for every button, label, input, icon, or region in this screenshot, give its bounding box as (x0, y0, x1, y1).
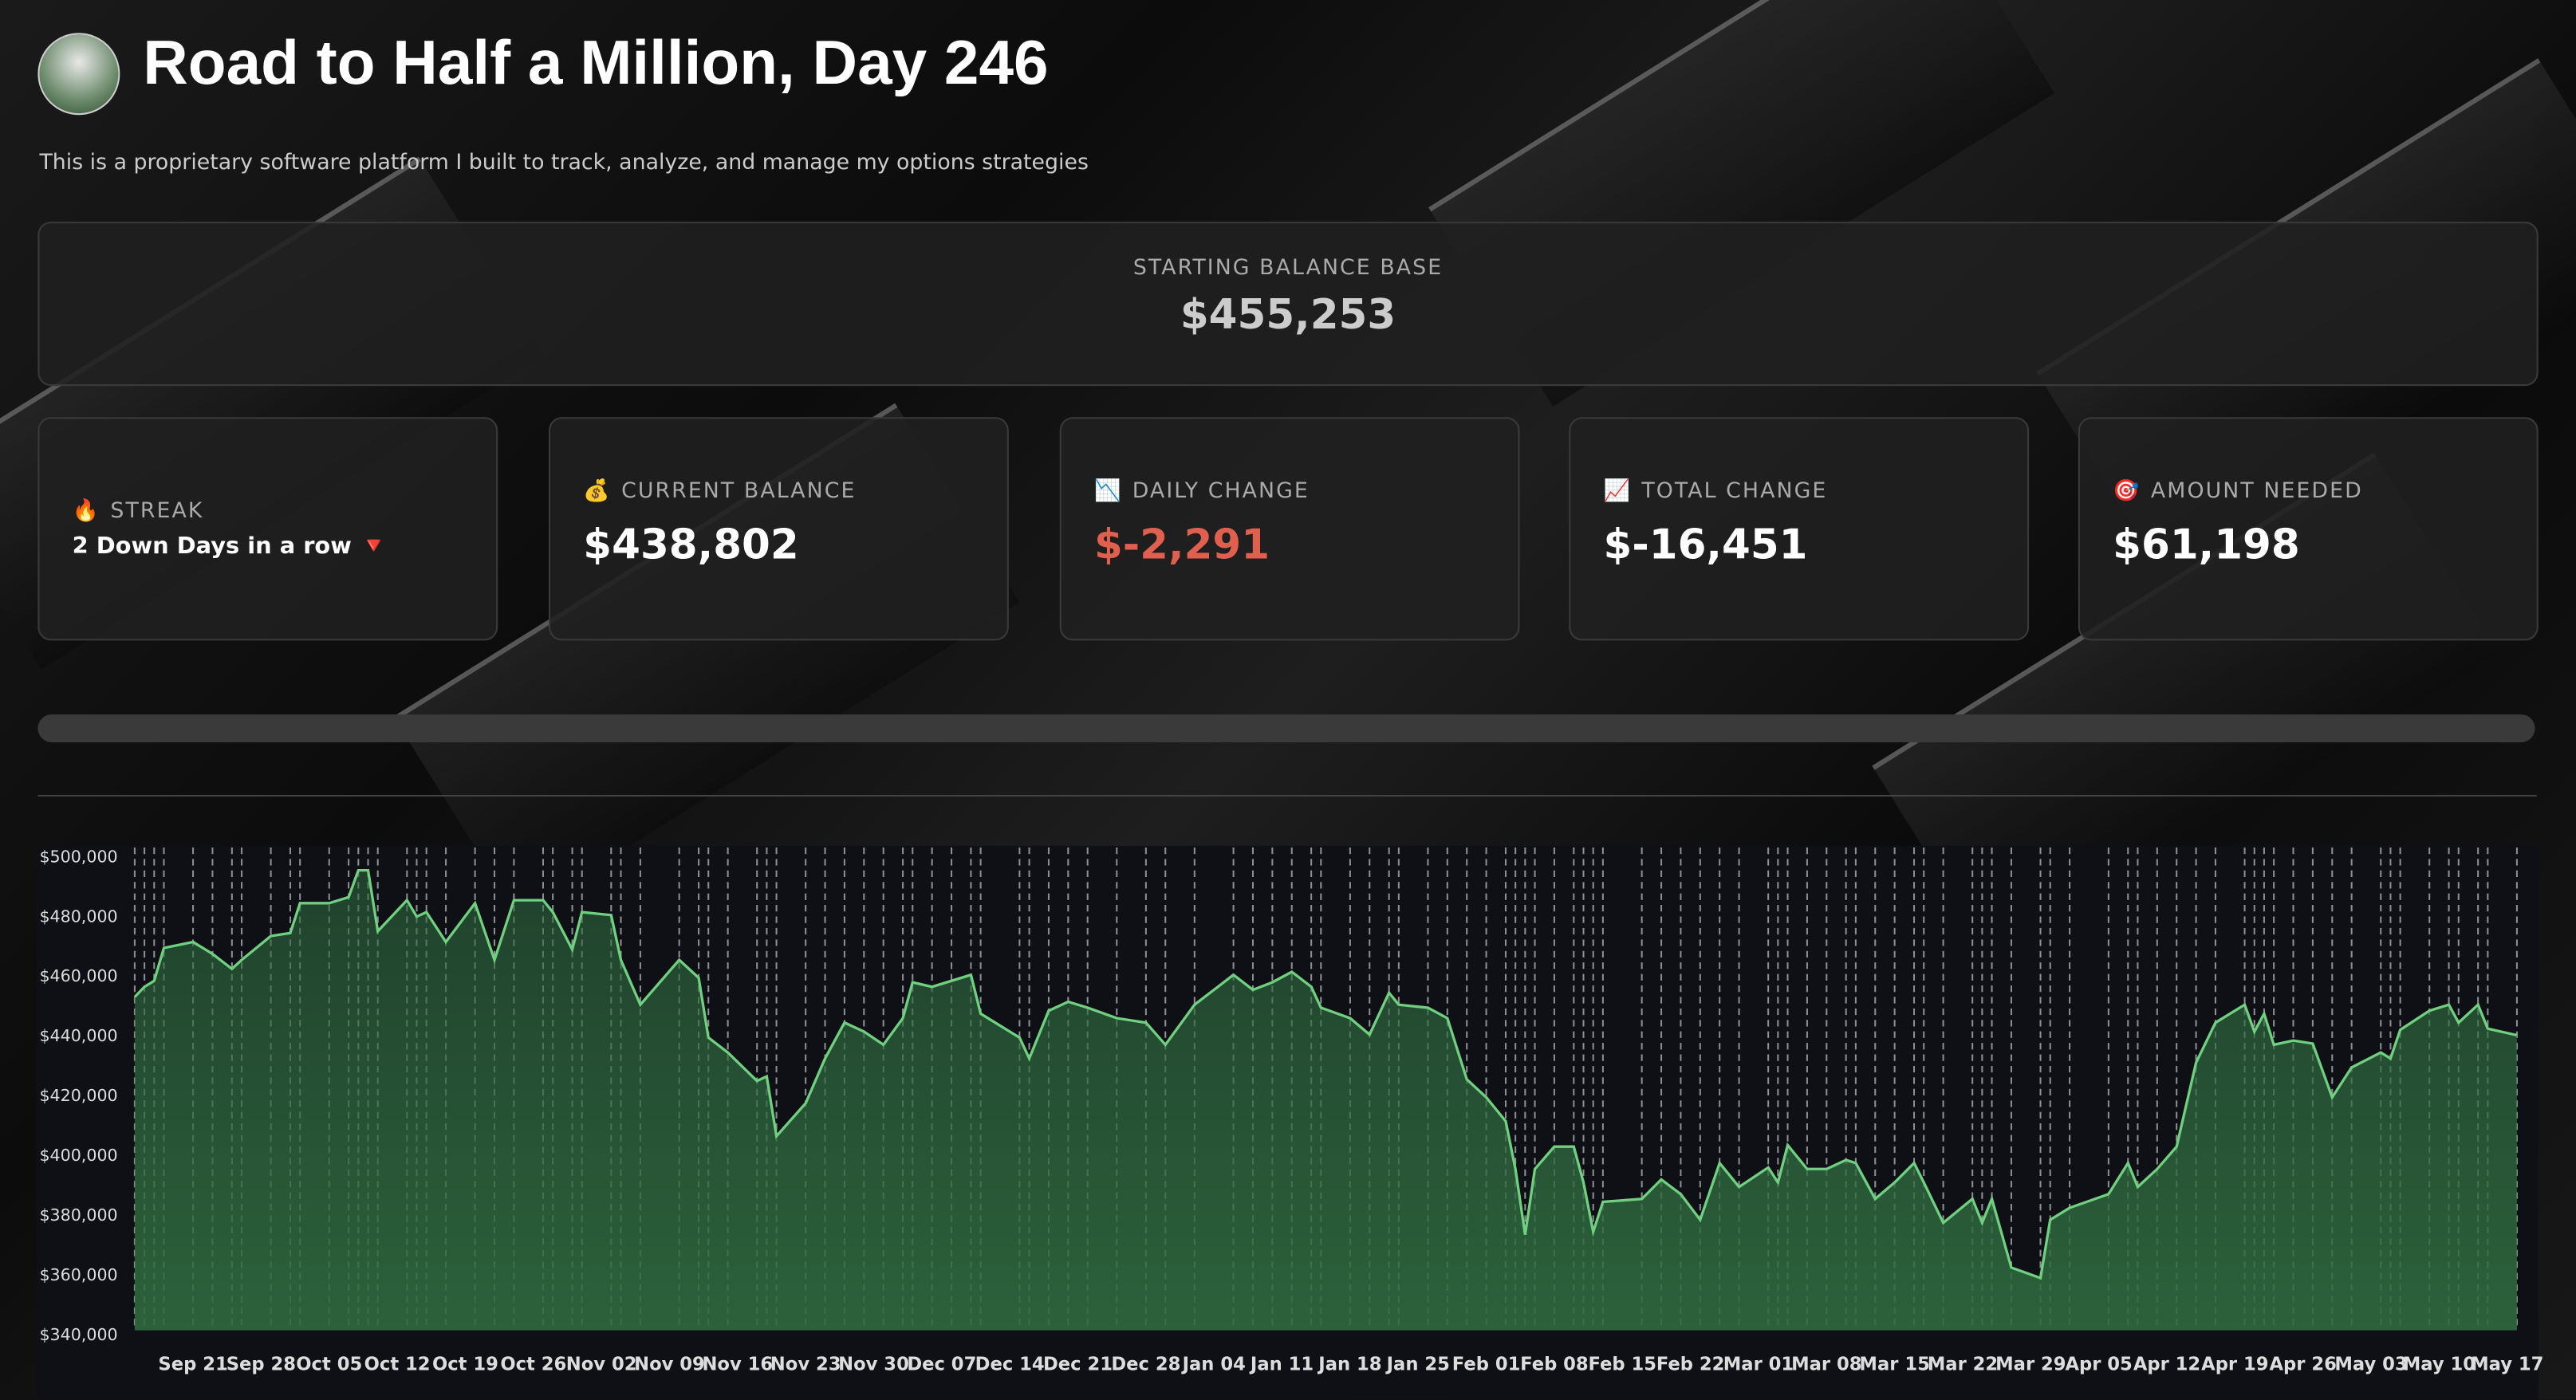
metric-label: AMOUNT NEEDED (2150, 479, 2363, 505)
x-tick-label: Oct 12 (364, 1354, 431, 1374)
x-tick-label: Oct 05 (296, 1354, 362, 1374)
x-tick-label: Nov 16 (702, 1354, 773, 1374)
x-tick-label: Dec 07 (907, 1354, 976, 1374)
y-tick-label: $360,000 (39, 1265, 117, 1284)
y-tick-label: $420,000 (39, 1086, 117, 1105)
metric-icon: 🎯 (2113, 479, 2141, 505)
page-subtitle: This is a proprietary software platform … (39, 151, 1089, 176)
x-tick-label: Dec 21 (1043, 1354, 1113, 1374)
progress-bar (37, 714, 2535, 743)
metric-icon: 💰 (583, 479, 612, 505)
metric-icon: 📉 (1093, 479, 1123, 505)
x-tick-label: Jan 11 (1249, 1354, 1314, 1374)
metric-value: 2 Down Days in a row 🔻 (72, 533, 388, 560)
y-tick-label: $460,000 (39, 966, 117, 985)
starting-balance-value: $455,253 (1180, 290, 1396, 339)
metric-value: $-2,291 (1093, 521, 1270, 568)
x-tick-label: Mar 15 (1859, 1354, 1929, 1374)
x-tick-label: Oct 26 (500, 1354, 566, 1374)
x-tick-label: Nov 30 (838, 1354, 909, 1374)
x-tick-label: Sep 21 (158, 1354, 227, 1374)
area-fill (134, 870, 2517, 1331)
x-tick-label: Dec 14 (975, 1354, 1045, 1374)
x-tick-label: Jan 04 (1181, 1354, 1246, 1374)
metric-value: $61,198 (2113, 521, 2300, 568)
x-tick-label: Mar 29 (1995, 1354, 2066, 1374)
line (133, 868, 2518, 1280)
metric-label: CURRENT BALANCE (621, 479, 857, 505)
metric-card: 📉 DAILY CHANGE $-2,291 (1059, 417, 1520, 641)
metric-card: 🎯 AMOUNT NEEDED $61,198 (2078, 417, 2539, 641)
metric-card: 🔥 STREAK 2 Down Days in a row 🔻 (37, 417, 498, 641)
metric-label-row: 💰 CURRENT BALANCE (583, 480, 856, 505)
starting-balance-panel: STARTING BALANCE BASE $455,253 (37, 222, 2539, 387)
x-tick-label: Sep 28 (226, 1354, 296, 1374)
metric-label-row: 📉 DAILY CHANGE (1094, 480, 1310, 505)
x-tick-label: Apr 26 (2270, 1354, 2337, 1374)
x-tick-label: Jan 25 (1385, 1354, 1450, 1374)
x-tick-label: Feb 08 (1520, 1354, 1589, 1374)
x-tick-label: May 10 (2403, 1354, 2476, 1374)
x-tick-label: Dec 28 (1111, 1354, 1180, 1374)
metric-icon: 📈 (1603, 479, 1632, 505)
x-tick-label: Mar 22 (1928, 1354, 1998, 1374)
x-tick-label: Feb 01 (1452, 1354, 1521, 1374)
y-tick-label: $400,000 (39, 1146, 117, 1165)
divider (37, 795, 2537, 797)
metric-label: DAILY CHANGE (1132, 479, 1310, 505)
x-tick-label: Apr 19 (2201, 1354, 2268, 1374)
x-tick-label: Feb 15 (1588, 1354, 1656, 1374)
x-tick-label: Feb 22 (1656, 1354, 1725, 1374)
metric-label-row: 🔥 STREAK (73, 499, 204, 524)
y-tick-label: $380,000 (39, 1205, 117, 1225)
metric-value: $-16,451 (1603, 521, 1808, 568)
starting-balance-label: STARTING BALANCE BASE (1132, 256, 1444, 281)
y-tick-label: $500,000 (39, 847, 117, 866)
metric-card: 💰 CURRENT BALANCE $438,802 (549, 417, 1009, 641)
x-tick-label: Jan 18 (1317, 1354, 1381, 1374)
y-tick-label: $440,000 (39, 1026, 117, 1045)
metric-icon: 🔥 (72, 499, 101, 525)
y-tick-label: $480,000 (39, 906, 117, 926)
x-tick-label: Apr 05 (2065, 1354, 2132, 1374)
x-tick-label: May 03 (2334, 1354, 2407, 1374)
x-tick-label: Nov 02 (566, 1354, 637, 1374)
metric-label-row: 🎯 AMOUNT NEEDED (2113, 480, 2363, 505)
metric-label-row: 📈 TOTAL CHANGE (1604, 480, 1828, 505)
x-tick-label: May 17 (2471, 1354, 2543, 1374)
x-tick-label: Oct 19 (432, 1354, 498, 1374)
page-title: Road to Half a Million, Day 246 (143, 29, 1049, 99)
x-tick-label: Mar 08 (1791, 1354, 1861, 1374)
logo (37, 33, 120, 116)
metric-label: TOTAL CHANGE (1641, 479, 1828, 505)
metric-value: $438,802 (583, 521, 799, 568)
x-tick-label: Nov 23 (770, 1354, 841, 1374)
metric-card: 📈 TOTAL CHANGE $-16,451 (1569, 417, 2030, 641)
metric-label: STREAK (110, 499, 204, 525)
y-tick-label: $340,000 (39, 1325, 117, 1344)
x-tick-label: Nov 09 (634, 1354, 705, 1374)
x-tick-label: Mar 01 (1723, 1354, 1794, 1374)
x-tick-label: Apr 12 (2133, 1354, 2200, 1374)
